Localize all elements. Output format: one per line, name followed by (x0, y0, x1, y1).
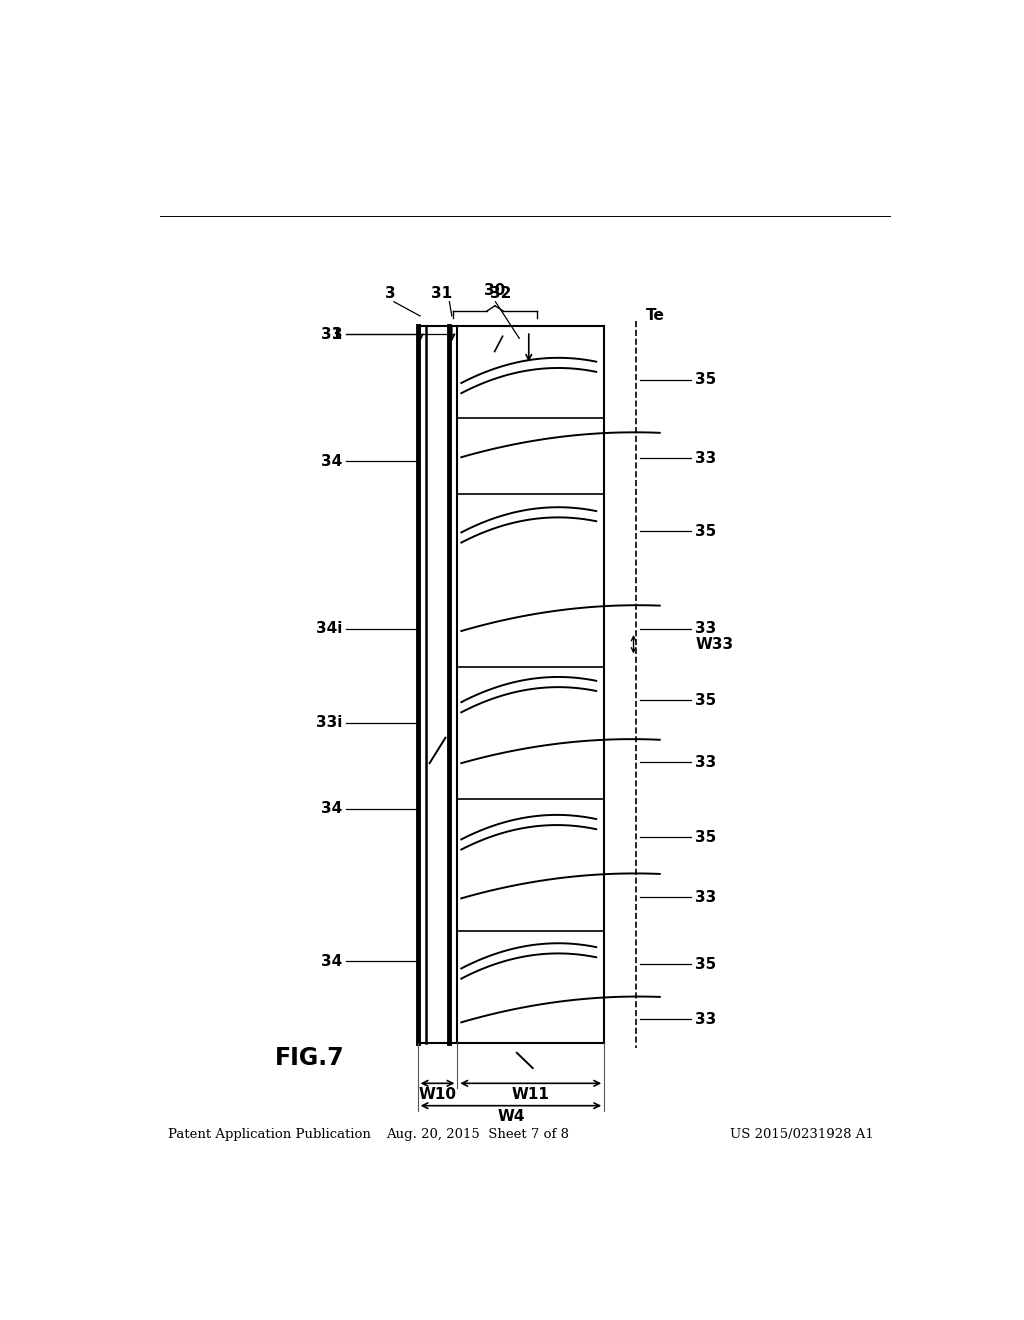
Text: 35: 35 (695, 693, 717, 708)
Text: 34: 34 (321, 454, 342, 469)
Text: W10: W10 (419, 1086, 457, 1102)
Text: Patent Application Publication: Patent Application Publication (168, 1127, 371, 1140)
Text: 35: 35 (695, 957, 717, 972)
Text: 31: 31 (322, 327, 342, 342)
Text: W33: W33 (695, 636, 733, 652)
Text: FIG.7: FIG.7 (274, 1045, 344, 1071)
Text: 33: 33 (695, 755, 717, 770)
Text: 33i: 33i (315, 715, 342, 730)
Text: 32: 32 (490, 285, 512, 301)
Text: 33: 33 (695, 450, 717, 466)
Text: 31: 31 (431, 285, 452, 301)
Text: 35: 35 (695, 524, 717, 539)
Text: 35: 35 (695, 372, 717, 388)
Text: 34i: 34i (315, 622, 342, 636)
Text: 30: 30 (484, 282, 506, 297)
Text: 33: 33 (695, 622, 717, 636)
Text: W11: W11 (512, 1086, 550, 1102)
Text: W4: W4 (498, 1109, 524, 1123)
Text: 34: 34 (321, 801, 342, 816)
Text: 35: 35 (695, 830, 717, 845)
Text: US 2015/0231928 A1: US 2015/0231928 A1 (730, 1127, 873, 1140)
Text: 3: 3 (332, 327, 342, 342)
Text: 3: 3 (385, 285, 395, 301)
Text: Te: Te (645, 309, 665, 323)
Text: 33: 33 (695, 1012, 717, 1027)
Text: Aug. 20, 2015  Sheet 7 of 8: Aug. 20, 2015 Sheet 7 of 8 (386, 1127, 568, 1140)
Text: 34: 34 (321, 954, 342, 969)
Text: 33: 33 (695, 890, 717, 904)
